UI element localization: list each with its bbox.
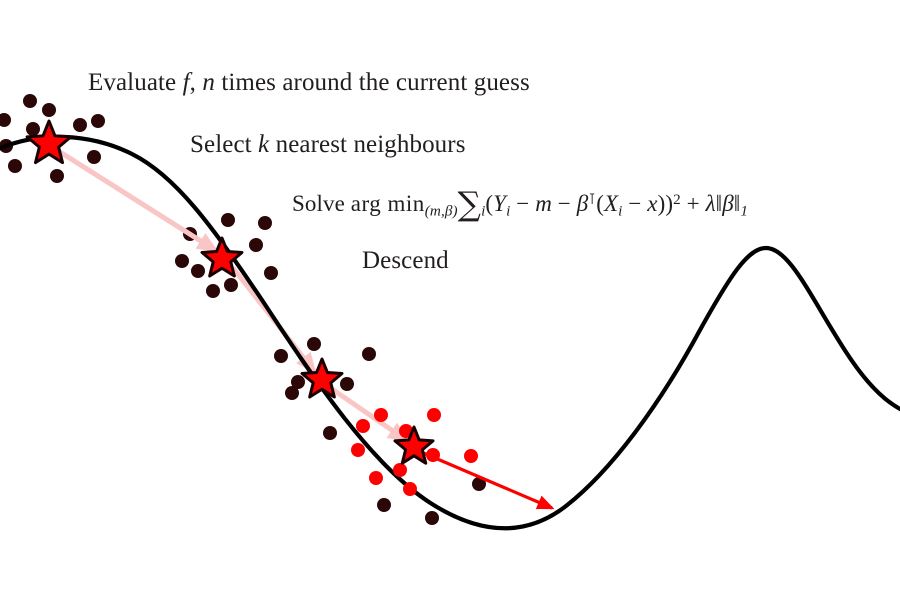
sample-dot — [425, 511, 439, 525]
iterate-star — [300, 357, 344, 399]
solve-norm-open: ‖ — [715, 191, 723, 217]
sample-dot — [274, 349, 288, 363]
sample-dot — [307, 337, 321, 351]
sample-dot — [73, 118, 87, 132]
sample-dot — [285, 386, 299, 400]
iterate-star — [25, 119, 73, 165]
sample-dot — [91, 114, 105, 128]
solve-word: Solve — [292, 191, 351, 217]
solve-close-parens: )) — [657, 191, 674, 217]
caption-evaluate-suffix: times around the current guess — [214, 69, 530, 96]
solve-summation-symbol: ∑ — [457, 185, 482, 223]
sample-dot — [8, 159, 22, 173]
solve-Y-subscript: i — [506, 202, 511, 220]
sample-dot — [23, 94, 37, 108]
active-sample-dot — [351, 443, 365, 457]
sample-dot — [87, 150, 101, 164]
caption-evaluate-prefix: Evaluate — [88, 69, 183, 96]
descent-arrow-group — [58, 149, 555, 510]
solve-Y: Y — [493, 191, 507, 217]
sample-dot — [323, 426, 337, 440]
sample-dot — [191, 264, 205, 278]
solve-open-paren: ( — [485, 191, 494, 217]
active-sample-dot — [427, 408, 441, 422]
iterate-star — [200, 236, 244, 278]
sample-dot — [291, 375, 305, 389]
active-sample-dot — [403, 482, 417, 496]
sample-dot — [206, 284, 220, 298]
caption-evaluate-var-f: f — [182, 69, 190, 96]
sample-dot — [340, 377, 354, 391]
sample-dot — [0, 113, 11, 127]
solve-argmin-subscript: (m,β) — [424, 202, 458, 220]
solve-minus-2: − — [551, 191, 577, 217]
iterate-star — [393, 425, 435, 465]
sample-dot — [224, 278, 238, 292]
solve-X: X — [604, 191, 619, 217]
caption-evaluate-comma: , — [189, 69, 203, 96]
solve-power: 2 — [673, 190, 681, 208]
sample-dot — [50, 169, 64, 183]
solve-lambda: λ — [705, 191, 716, 217]
sample-dot — [362, 347, 376, 361]
caption-solve: Solve arg min(m,β)∑i(Yi − m − β⊺(Xi − x)… — [292, 188, 748, 221]
active-sample-dot — [369, 471, 383, 485]
active-sample-dot — [356, 419, 370, 433]
sample-dot — [249, 238, 263, 252]
caption-select-var-k: k — [258, 131, 270, 158]
solve-x: x — [647, 191, 658, 217]
sample-dot-group — [0, 94, 486, 525]
caption-evaluate-var-n: n — [202, 69, 215, 96]
solve-open-paren-2: ( — [596, 191, 605, 217]
solve-argmin: arg min — [350, 191, 425, 217]
caption-select-prefix: Select — [190, 131, 259, 158]
sample-dot — [26, 122, 40, 136]
descent-arrow — [420, 450, 555, 510]
sample-dot — [377, 498, 391, 512]
sample-dot — [472, 477, 486, 491]
active-sample-dot — [426, 448, 440, 462]
solve-beta-2: β — [722, 191, 734, 217]
solve-minus-3: − — [622, 191, 648, 217]
active-sample-dot — [374, 408, 388, 422]
sample-dot — [258, 216, 272, 230]
descent-arrow — [58, 149, 219, 253]
solve-beta: β — [576, 191, 589, 217]
solve-X-subscript: i — [618, 202, 623, 220]
sample-dot — [221, 213, 235, 227]
caption-select-suffix: nearest neighbours — [269, 131, 466, 158]
sample-dot — [175, 254, 189, 268]
solve-minus-1: − — [510, 191, 536, 217]
solve-norm-close: ‖ — [733, 191, 741, 217]
active-sample-dot — [464, 449, 478, 463]
iterate-star-group — [25, 119, 435, 465]
sample-dot — [264, 266, 278, 280]
sample-dot — [42, 103, 56, 117]
solve-norm-subscript: 1 — [740, 202, 749, 220]
descent-arrow — [330, 386, 410, 443]
solve-m: m — [535, 191, 552, 217]
solve-plus: + — [680, 191, 706, 217]
objective-curve — [0, 134, 900, 531]
solve-transpose: ⊺ — [588, 190, 597, 208]
caption-evaluate: Evaluate f, n times around the current g… — [88, 70, 530, 95]
active-sample-dot — [393, 463, 407, 477]
solve-summation-subscript: i — [481, 202, 486, 220]
caption-select: Select k nearest neighbours — [190, 132, 466, 157]
caption-descend: Descend — [362, 247, 449, 274]
